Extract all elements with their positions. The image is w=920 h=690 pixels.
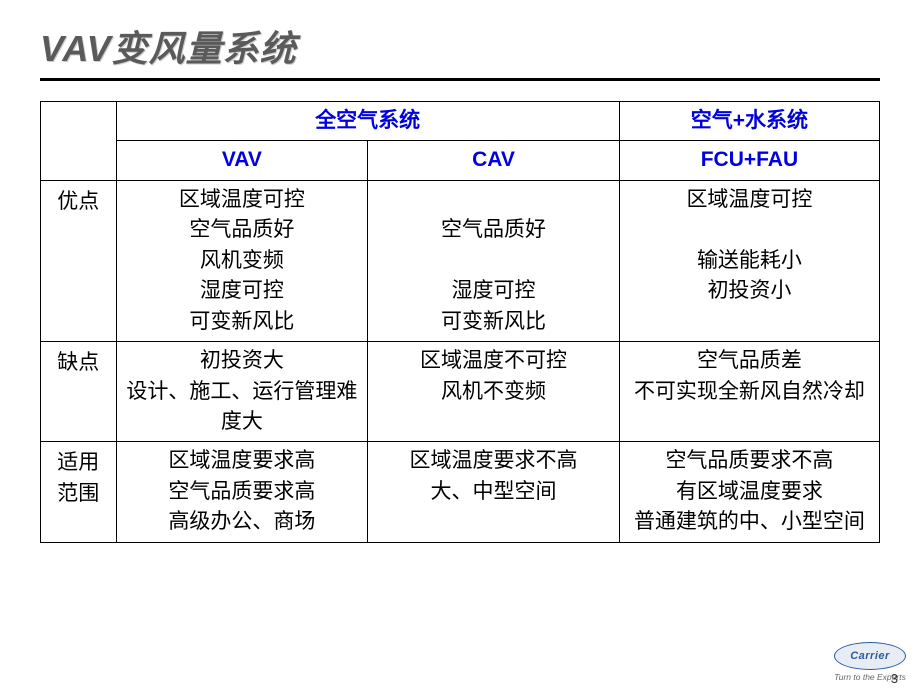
line [626,215,873,245]
line: 不可实现全新风自然冷却 [626,377,873,407]
line: 大、中型空间 [374,477,613,507]
line: 可变新风比 [123,307,362,337]
line: 区域温度可控 [626,185,873,215]
cell-adv-cav: 空气品质好 湿度可控 可变新风比 [368,180,620,341]
line: 区域温度要求不高 [374,446,613,476]
cell-dis-vav: 初投资大 设计、施工、运行管理难度大 [116,342,368,442]
line [374,246,613,276]
line: 普通建筑的中、小型空间 [626,507,873,537]
subheader-cav: CAV [368,141,620,180]
header-all-air: 全空气系统 [116,102,619,141]
slide-title: VAV变风量系统 [40,20,880,72]
line: 风机变频 [123,246,362,276]
line: 空气品质要求高 [123,477,362,507]
line: 湿度可控 [374,276,613,306]
cell-dis-cav: 区域温度不可控 风机不变频 [368,342,620,442]
cell-adv-fcu: 区域温度可控 输送能耗小 初投资小 [619,180,879,341]
line: 高级办公、商场 [123,507,362,537]
line: 区域温度要求高 [123,446,362,476]
line: 适用 [47,448,110,478]
line: 空气品质好 [123,215,362,245]
header-air-water: 空气+水系统 [619,102,879,141]
cell-adv-vav: 区域温度可控 空气品质好 风机变频 湿度可控 可变新风比 [116,180,368,341]
line: 范围 [47,479,110,509]
line [374,185,613,215]
line: 输送能耗小 [626,246,873,276]
line: 区域温度不可控 [374,346,613,376]
row-disadvantages-label: 缺点 [41,342,117,442]
page-number: 3 [891,671,898,686]
cell-scope-cav: 区域温度要求不高 大、中型空间 [368,442,620,542]
carrier-logo-icon: Carrier [834,642,906,670]
line: 初投资小 [626,276,873,306]
line: 设计、施工、运行管理难度大 [123,377,362,438]
subheader-vav: VAV [116,141,368,180]
line: 初投资大 [123,346,362,376]
comparison-table: 全空气系统 空气+水系统 VAV CAV FCU+FAU 优点 区域温度可控 空… [40,101,880,543]
line: 空气品质好 [374,215,613,245]
line: 空气品质要求不高 [626,446,873,476]
cell-scope-vav: 区域温度要求高 空气品质要求高 高级办公、商场 [116,442,368,542]
row-scope-label: 适用 范围 [41,442,117,542]
line: 湿度可控 [123,276,362,306]
line: 风机不变频 [374,377,613,407]
line: 空气品质差 [626,346,873,376]
line: 区域温度可控 [123,185,362,215]
row-advantages-label: 优点 [41,180,117,341]
cell-scope-fcu: 空气品质要求不高 有区域温度要求 普通建筑的中、小型空间 [619,442,879,542]
line: 可变新风比 [374,307,613,337]
line: 有区域温度要求 [626,477,873,507]
title-rule [40,78,880,81]
corner-cell [41,102,117,181]
cell-dis-fcu: 空气品质差 不可实现全新风自然冷却 [619,342,879,442]
subheader-fcu: FCU+FAU [619,141,879,180]
